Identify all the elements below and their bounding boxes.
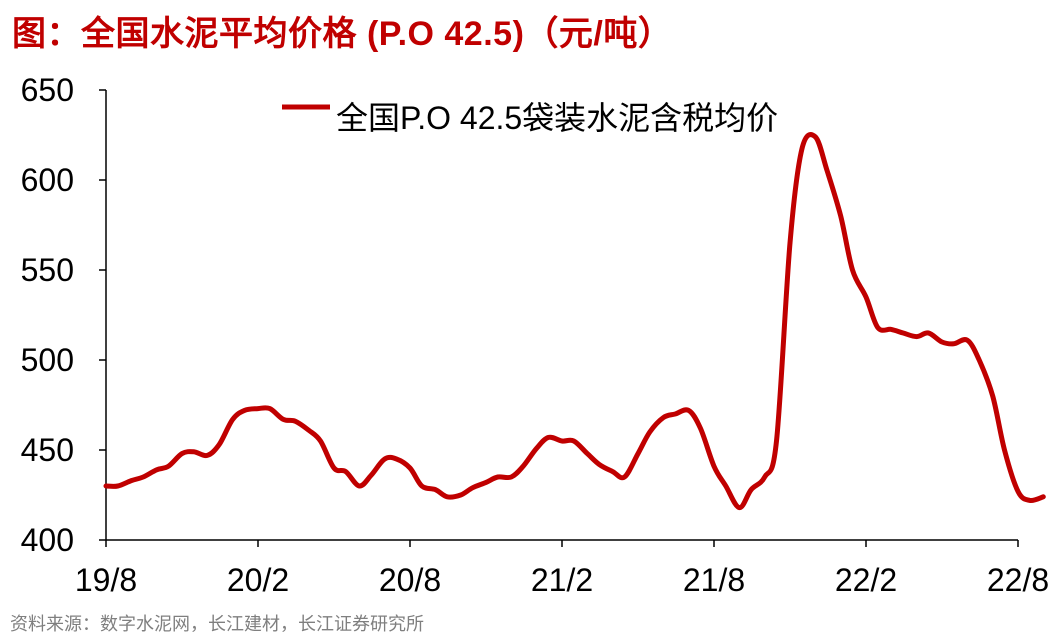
chart-title: 图：全国水泥平均价格 (P.O 42.5)（元/吨） bbox=[12, 15, 673, 53]
x-axis: 19/8 20/2 20/8 21/2 21/8 22/2 22/8 bbox=[75, 539, 1049, 598]
y-tick-label: 400 bbox=[21, 522, 74, 558]
x-tick-label: 19/8 bbox=[75, 562, 137, 598]
x-tick-label: 21/8 bbox=[683, 562, 745, 598]
x-tick-label: 21/2 bbox=[531, 562, 593, 598]
y-tick-label: 650 bbox=[21, 72, 74, 108]
x-tick-label: 20/8 bbox=[379, 562, 441, 598]
series-group bbox=[103, 132, 1046, 511]
legend-label: 全国P.O 42.5袋装水泥含税均价 bbox=[336, 100, 778, 136]
y-tick-label: 600 bbox=[21, 162, 74, 198]
y-axis: 400 450 500 550 600 650 bbox=[21, 72, 107, 558]
y-tick-label: 500 bbox=[21, 342, 74, 378]
legend: 全国P.O 42.5袋装水泥含税均价 bbox=[282, 100, 778, 136]
y-tick-label: 450 bbox=[21, 432, 74, 468]
x-tick-label: 22/2 bbox=[835, 562, 897, 598]
series-line bbox=[103, 132, 1046, 511]
x-tick-label: 22/8 bbox=[987, 562, 1049, 598]
y-tick-label: 550 bbox=[21, 252, 74, 288]
x-tick-label: 20/2 bbox=[227, 562, 289, 598]
source-note: 资料来源：数字水泥网，长江建材，长江证券研究所 bbox=[10, 614, 424, 634]
